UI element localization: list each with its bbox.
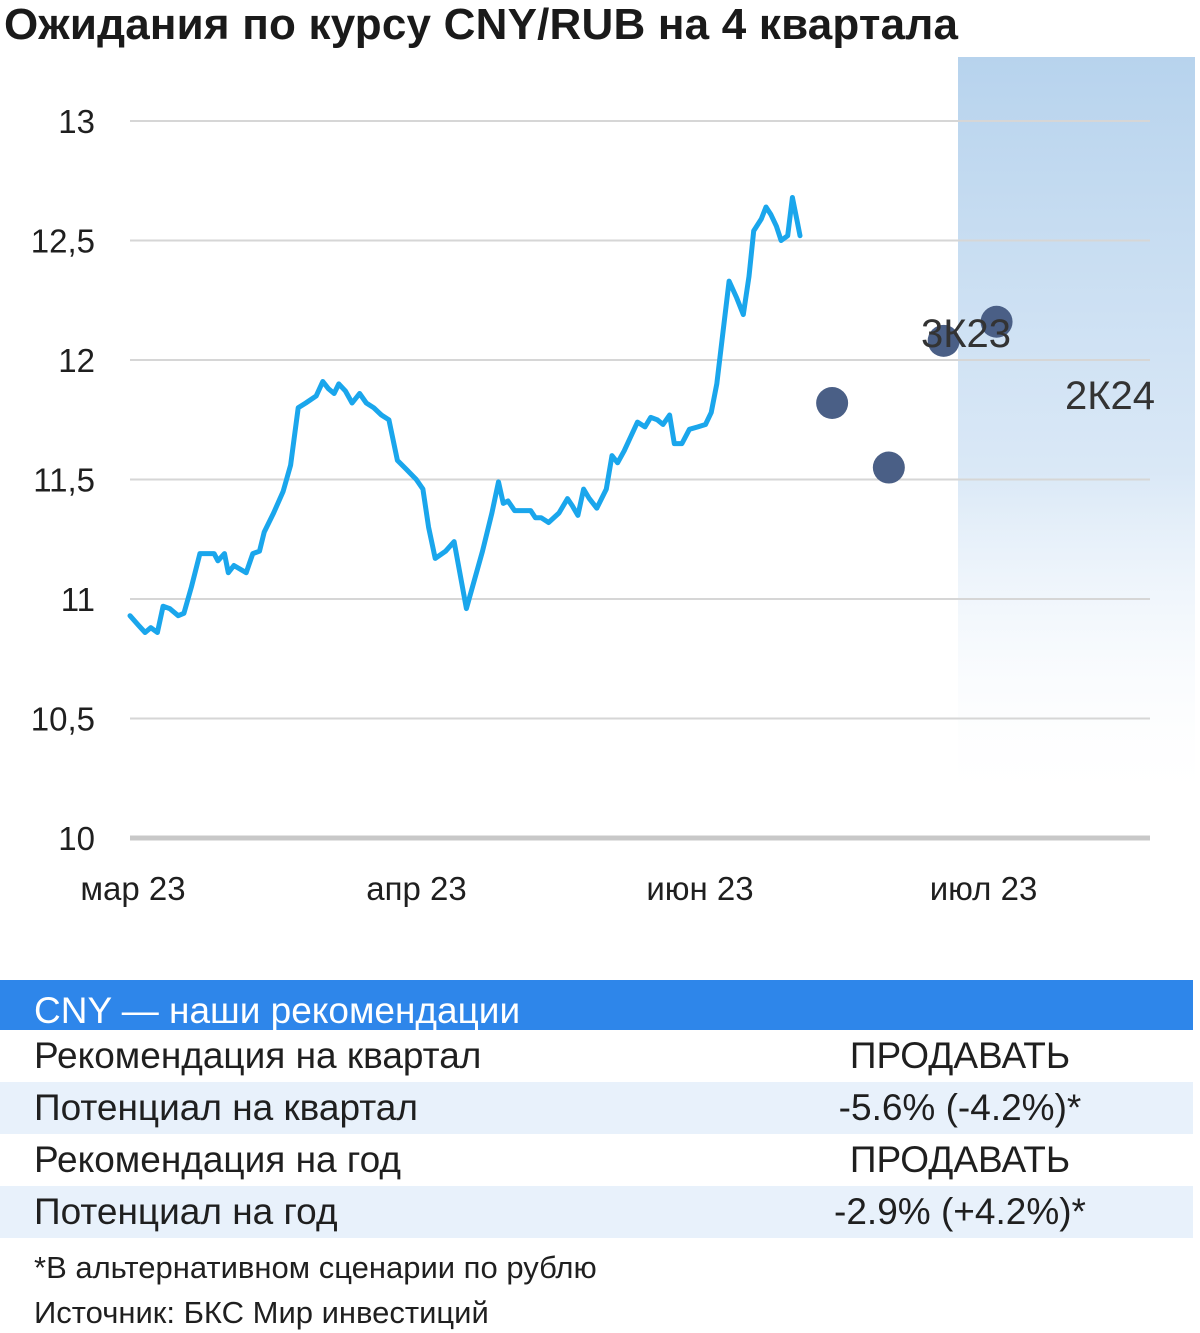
y-tick-label: 12 [58, 342, 95, 379]
row-label: Рекомендация на квартал [34, 1035, 482, 1076]
y-tick-label: 10,5 [31, 701, 95, 738]
y-tick-label: 10 [58, 820, 95, 857]
table-row: Рекомендация на год ПРОДАВАТЬ [0, 1134, 1193, 1186]
table-row: Потенциал на квартал -5.6% (-4.2%)* [0, 1082, 1193, 1134]
row-value: -2.9% (+4.2%)* [834, 1191, 1086, 1232]
forecast-point [980, 305, 1013, 338]
row-label: Рекомендация на год [34, 1139, 401, 1180]
row-label: Потенциал на квартал [34, 1087, 418, 1128]
cny-rub-line [127, 195, 803, 635]
footnote: *В альтернативном сценарии по рублю [34, 1250, 597, 1285]
row-value: ПРОДАВАТЬ [849, 1035, 1071, 1076]
y-tick-label: 12,5 [31, 223, 95, 260]
x-tick-label: июл 23 [930, 870, 1038, 907]
cny-rub-chart: 13 12,5 12 11,5 11 10,5 10 мар 23 апр 23 июн 23 и… [31, 57, 1195, 907]
y-axis-ticks: 13 12,5 12 11,5 11 10,5 10 [31, 103, 95, 857]
forecast-points [816, 305, 1013, 484]
chart-title: Ожидания по курсу CNY/RUB на 4 квартала [4, 0, 959, 49]
table-row: Потенциал на год -2.9% (+4.2%)* [0, 1186, 1193, 1238]
recommendations-table: CNY — наши рекомендации Рекомендация на … [0, 980, 1193, 1238]
y-tick-label: 13 [58, 103, 95, 140]
grid-lines [130, 120, 1150, 841]
forecast-point [927, 324, 960, 357]
forecast-point [816, 387, 849, 420]
forecast-point [872, 451, 905, 484]
row-label: Потенциал на год [34, 1191, 338, 1232]
y-tick-label: 11 [61, 581, 95, 618]
source-note: Источник: БКС Мир инвестиций [34, 1295, 489, 1330]
row-value: -5.6% (-4.2%)* [838, 1087, 1082, 1128]
annotation-3k23: 3К23 [921, 312, 1011, 356]
row-value: ПРОДАВАТЬ [849, 1139, 1071, 1180]
x-tick-label: апр 23 [366, 870, 466, 907]
x-tick-label: мар 23 [80, 870, 185, 907]
forecast-band [958, 57, 1195, 810]
x-tick-label: июн 23 [646, 870, 753, 907]
y-tick-label: 11,5 [33, 462, 95, 499]
x-axis-ticks: мар 23 апр 23 июн 23 июл 23 [80, 870, 1037, 907]
table-header: CNY — наши рекомендации [0, 980, 1193, 1030]
annotation-2k24: 2К24 [1065, 374, 1155, 418]
table-row: Рекомендация на квартал ПРОДАВАТЬ [0, 1030, 1193, 1082]
